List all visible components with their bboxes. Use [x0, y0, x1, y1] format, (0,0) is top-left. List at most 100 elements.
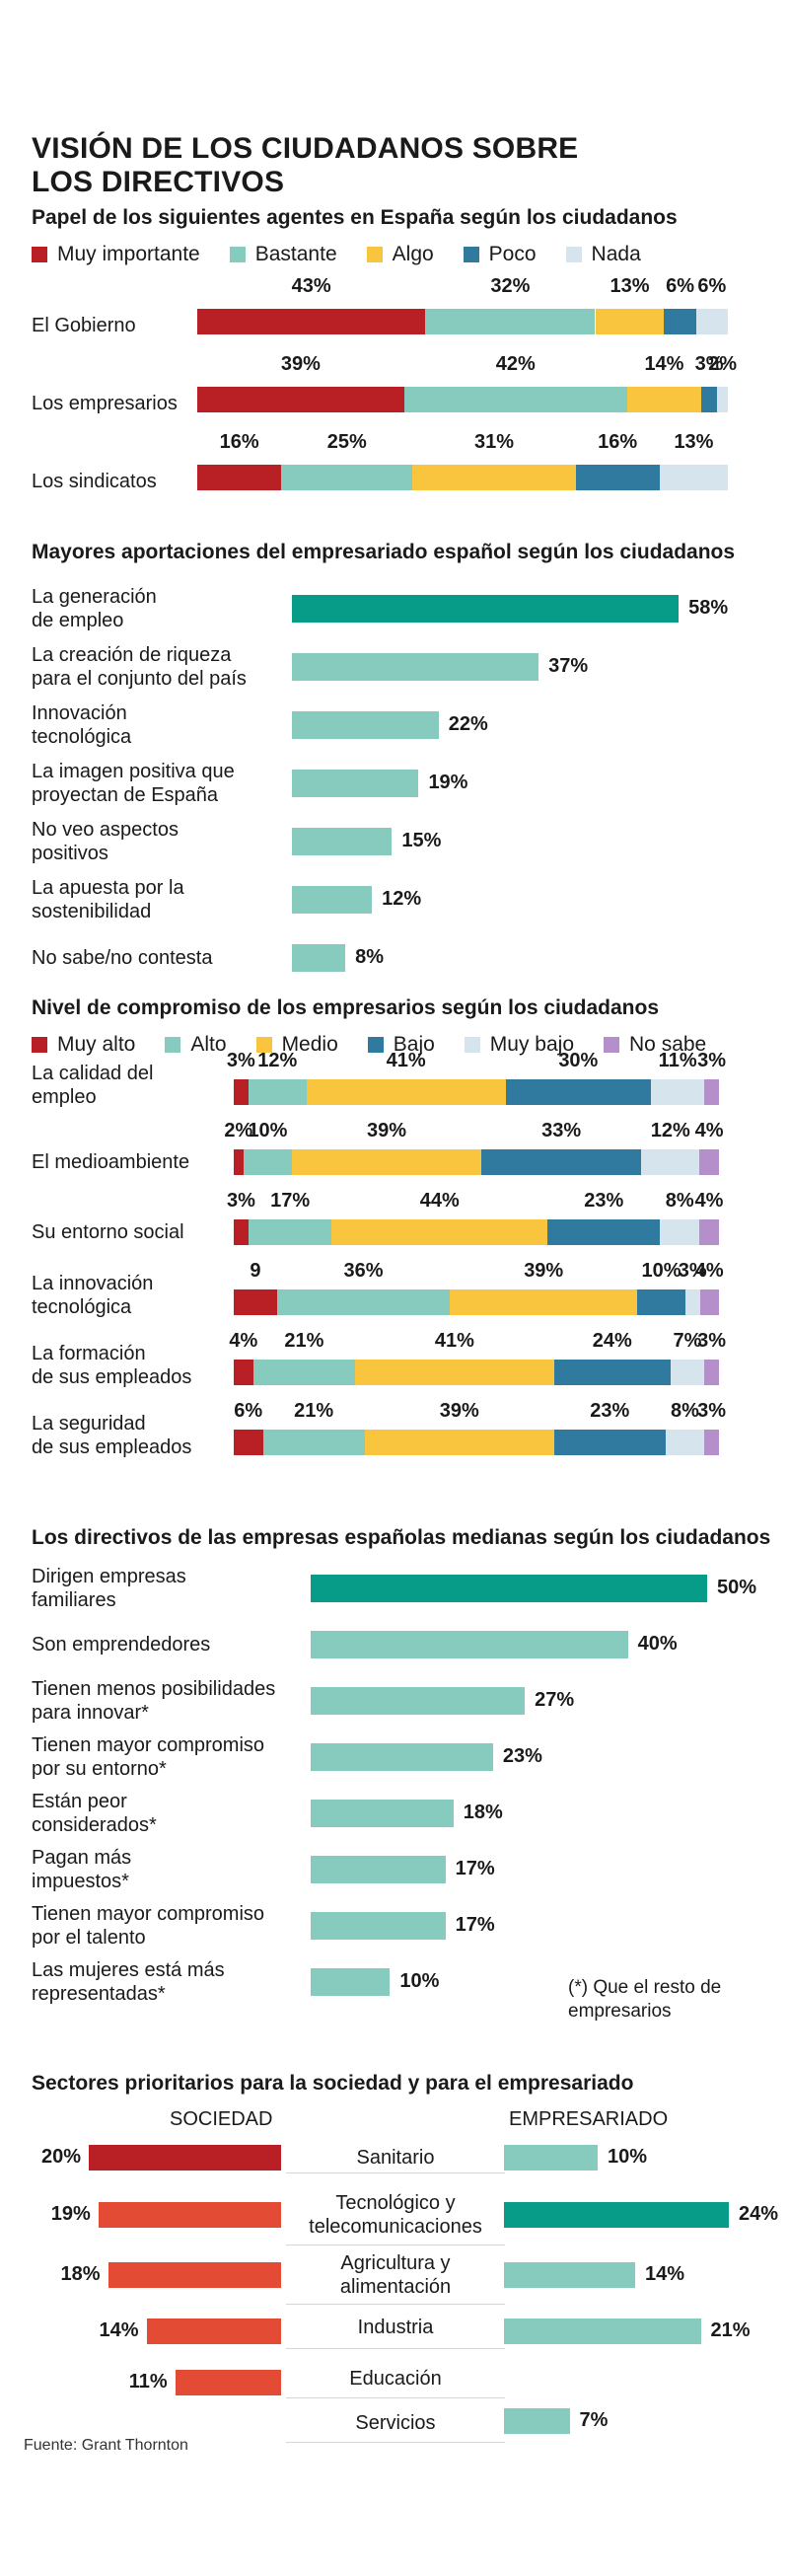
- empresariado-bar: [504, 2408, 570, 2434]
- category-label-line: por su entorno*: [32, 1758, 167, 1780]
- stacked-segment: [355, 1360, 554, 1385]
- stacked-value-label: 8%: [665, 1190, 694, 1212]
- stacked-value-label: 4%: [694, 1190, 724, 1212]
- stacked-value-label: 41%: [434, 1330, 474, 1352]
- legend-swatch: [229, 247, 246, 262]
- stacked-segment: [704, 1079, 719, 1105]
- category-label-line: para innovar*: [32, 1702, 149, 1724]
- empresariado-bar: [504, 2262, 635, 2288]
- stacked-segment: [699, 1219, 719, 1245]
- stacked-segment: [699, 1289, 719, 1315]
- row-label-line: El Gobierno: [32, 315, 136, 336]
- empresariado-value-label: 7%: [579, 2409, 609, 2431]
- stacked-value-label: 33%: [541, 1120, 582, 1141]
- bar: [292, 653, 539, 681]
- bar-value-label: 17%: [455, 1858, 495, 1879]
- bar: [292, 711, 439, 739]
- bar-value-label: 50%: [717, 1577, 757, 1598]
- category-label-line: La generación: [32, 586, 157, 608]
- row-label: La seguridad de sus empleados: [32, 1412, 191, 1459]
- legend-swatch: [464, 1037, 480, 1053]
- category-label: Pagan más impuestos*: [32, 1846, 131, 1893]
- stacked-segment: [553, 1360, 671, 1385]
- sector-label-text: Industria: [358, 2316, 434, 2339]
- bar-value-label: 12%: [382, 888, 422, 910]
- sociedad-bar: [175, 2370, 281, 2395]
- bar-value-label: 27%: [535, 1689, 575, 1711]
- stacked-value-label: 3%: [678, 1260, 707, 1282]
- sociedad-bar: [108, 2262, 281, 2288]
- stacked-segment: [243, 1149, 293, 1175]
- stacked-segment: [248, 1219, 332, 1245]
- bar-value-label: 58%: [688, 597, 729, 619]
- stacked-value-label: 39%: [366, 1120, 406, 1141]
- stacked-value-label: 7%: [673, 1330, 702, 1352]
- legend-swatch: [604, 1037, 620, 1053]
- stacked-segment: [717, 387, 728, 412]
- stacked-segment: [262, 1430, 365, 1455]
- sector-label-text: Sanitario: [357, 2146, 435, 2170]
- stacked-segment: [281, 465, 413, 490]
- legend-swatch: [366, 247, 383, 262]
- sociedad-value-label: 11%: [128, 2371, 168, 2392]
- stacked-segment: [248, 1079, 307, 1105]
- stacked-segment: [547, 1219, 661, 1245]
- stacked-value-label: 16%: [219, 431, 259, 453]
- stacked-segment: [575, 465, 660, 490]
- stacked-value-label: 4%: [229, 1330, 258, 1352]
- stacked-value-label: 6%: [666, 275, 694, 297]
- sociedad-value-label: 19%: [50, 2203, 91, 2225]
- stacked-value-label: 3%: [697, 1330, 727, 1352]
- stacked-segment: [553, 1430, 666, 1455]
- stacked-value-label: 4%: [694, 1120, 724, 1141]
- category-label-line: para el conjunto del país: [32, 668, 247, 690]
- bar: [311, 1687, 526, 1715]
- stacked-segment: [695, 309, 728, 334]
- sector-label-line: alimentación: [339, 2276, 452, 2298]
- legend-item: Medio: [255, 1033, 338, 1057]
- stacked-value-label: 44%: [419, 1190, 460, 1212]
- bar: [311, 1856, 446, 1883]
- bar: [311, 1800, 454, 1827]
- section-title: Nivel de compromiso de los empresarios s…: [32, 996, 660, 1019]
- bar-value-label: 18%: [463, 1802, 503, 1823]
- sociedad-value-label: 14%: [99, 2319, 139, 2341]
- legend-importance: Muy importante Bastante Algo Poco Nada: [32, 241, 671, 268]
- stacked-value-label: 6%: [697, 275, 727, 297]
- sector-label: Servicios: [286, 2404, 505, 2443]
- row-label: El Gobierno: [32, 314, 136, 337]
- stacked-segment: [292, 1149, 481, 1175]
- stacked-segment: [234, 1079, 249, 1105]
- sector-label-line: Educación: [349, 2368, 442, 2390]
- stacked-segment: [234, 1289, 277, 1315]
- category-label: La apuesta por la sostenibilidad: [32, 876, 184, 923]
- section-title: Los directivos de las empresas españolas…: [32, 1526, 771, 1549]
- stacked-value-label: 10%: [641, 1260, 681, 1282]
- stacked-segment: [197, 309, 426, 334]
- legend-label: Alto: [190, 1033, 227, 1056]
- stacked-value-label: 12%: [257, 1050, 298, 1071]
- infographic-title: VISIÓN DE LOS CIUDADANOS SOBRE LOS DIREC…: [32, 132, 579, 198]
- stacked-value-label: 3%: [694, 353, 724, 375]
- stacked-segment: [704, 1360, 719, 1385]
- stacked-segment: [659, 465, 728, 490]
- section-title: Sectores prioritarios para la sociedad y…: [32, 2072, 634, 2095]
- row-label: El medioambiente: [32, 1150, 189, 1174]
- stacked-value-label: 43%: [291, 275, 331, 297]
- note-line: (*) Que el resto de: [568, 1977, 722, 1998]
- legend-item: No sabe: [604, 1033, 706, 1057]
- bar: [292, 828, 393, 855]
- stacked-segment: [595, 309, 665, 334]
- category-label-line: No sabe/no contesta: [32, 947, 213, 969]
- category-label-line: sostenibilidad: [32, 901, 152, 922]
- stacked-value-label: 21%: [284, 1330, 324, 1352]
- bar-value-label: 8%: [355, 946, 384, 968]
- bar-value-label: 37%: [548, 655, 589, 677]
- stacked-value-label: 42%: [495, 353, 536, 375]
- stacked-value-label: 14%: [644, 353, 684, 375]
- category-label: No sabe/no contesta: [32, 946, 212, 970]
- legend-swatch: [32, 1037, 47, 1053]
- stacked-value-label: 30%: [558, 1050, 599, 1071]
- row-label-line: de sus empleados: [32, 1436, 192, 1458]
- row-label-line: empleo: [32, 1086, 97, 1108]
